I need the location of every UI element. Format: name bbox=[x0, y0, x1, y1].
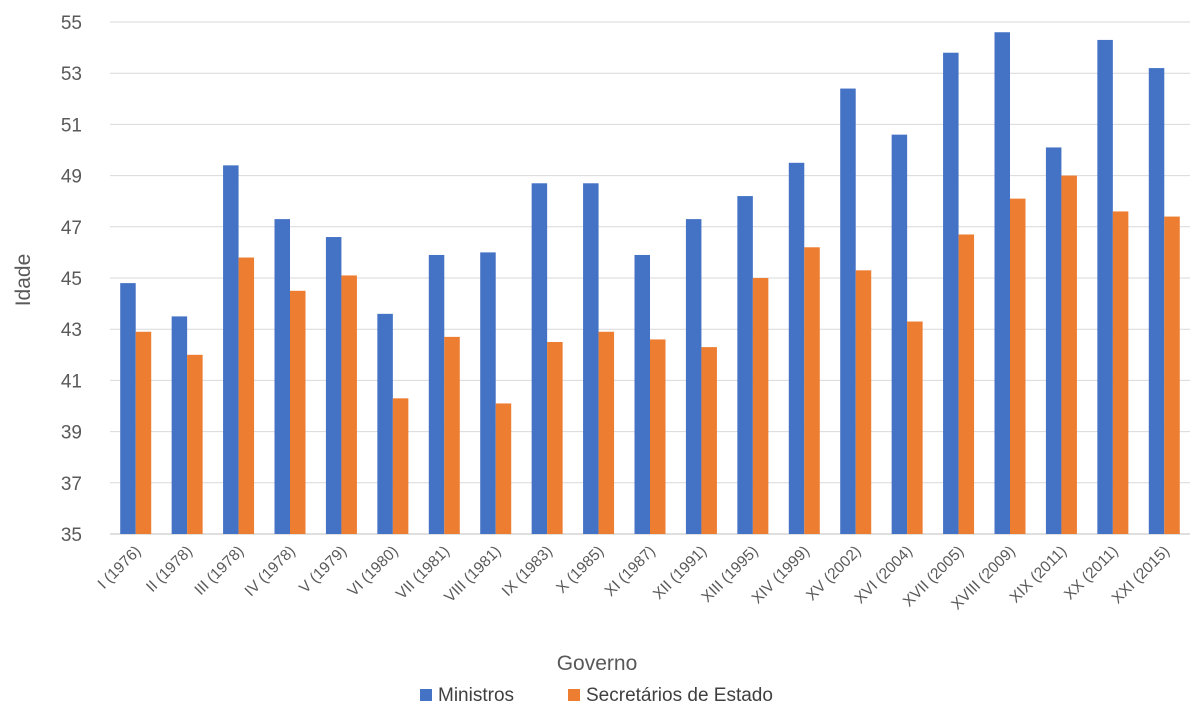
bar-ministros bbox=[840, 88, 856, 534]
bar-secretarios bbox=[804, 247, 820, 534]
bar-ministros bbox=[171, 316, 188, 534]
x-tick-label: IV (1978) bbox=[242, 543, 299, 600]
y-axis-ticks: 35 37 39 41 43 45 47 49 51 53 55 bbox=[61, 13, 82, 546]
bar-secretarios bbox=[187, 354, 203, 534]
y-tick-label: 37 bbox=[61, 474, 82, 495]
x-tick-label: X (1985) bbox=[553, 543, 607, 597]
bar-secretarios bbox=[1164, 216, 1180, 534]
bar-secretarios bbox=[392, 398, 409, 534]
bar-secretarios bbox=[495, 403, 512, 534]
bar-secretarios bbox=[444, 336, 460, 534]
y-tick-label: 49 bbox=[61, 167, 82, 188]
bar-ministros bbox=[994, 32, 1010, 535]
y-tick-label: 47 bbox=[61, 218, 82, 239]
bar-ministros bbox=[583, 183, 599, 534]
bar-ministros bbox=[1148, 68, 1165, 534]
bar-ministros bbox=[531, 183, 548, 534]
bars bbox=[120, 32, 1180, 535]
bar-secretarios bbox=[135, 331, 152, 534]
bar-secretarios bbox=[547, 342, 563, 534]
bar-secretarios bbox=[701, 347, 717, 534]
bar-ministros bbox=[120, 283, 136, 534]
y-tick-label: 35 bbox=[61, 525, 82, 546]
bar-secretarios bbox=[650, 339, 666, 534]
bar-secretarios bbox=[958, 234, 975, 535]
x-tick-label: VIII (1981) bbox=[441, 543, 504, 606]
bar-secretarios bbox=[752, 278, 769, 534]
bar-ministros bbox=[1097, 39, 1113, 535]
bar-secretarios bbox=[290, 290, 306, 534]
bar-ministros bbox=[428, 254, 445, 534]
bar-secretarios bbox=[1112, 211, 1129, 534]
y-tick-label: 53 bbox=[61, 64, 82, 85]
bar-secretarios bbox=[598, 331, 615, 534]
bar-ministros bbox=[480, 252, 496, 534]
legend-label-ministros: Ministros bbox=[438, 685, 514, 706]
x-tick-label: III (1978) bbox=[192, 543, 248, 599]
y-tick-label: 43 bbox=[61, 320, 82, 341]
bar-ministros bbox=[223, 165, 239, 535]
bar-ministros bbox=[1045, 147, 1062, 534]
bar-ministros bbox=[788, 162, 805, 535]
x-tick-label: I (1976) bbox=[95, 543, 145, 593]
bar-secretarios bbox=[1010, 198, 1026, 534]
x-tick-label: II (1978) bbox=[143, 543, 196, 596]
x-tick-label: IX (1983) bbox=[499, 543, 556, 600]
bar-secretarios bbox=[341, 275, 357, 534]
bar-ministros bbox=[891, 134, 908, 534]
y-axis-title: Idade bbox=[12, 254, 35, 307]
bar-ministros bbox=[634, 254, 650, 534]
legend-swatch-secretarios bbox=[568, 689, 580, 701]
x-axis-title: Governo bbox=[557, 652, 638, 675]
bar-ministros bbox=[943, 52, 959, 534]
y-tick-label: 51 bbox=[61, 115, 82, 136]
bar-ministros bbox=[377, 313, 393, 534]
y-tick-label: 55 bbox=[61, 13, 82, 34]
y-tick-label: 41 bbox=[61, 371, 82, 392]
bar-ministros bbox=[274, 219, 290, 534]
bar-ministros bbox=[737, 196, 753, 534]
bar-ministros bbox=[325, 237, 342, 535]
legend-label-secretarios: Secretários de Estado bbox=[586, 685, 773, 706]
y-tick-label: 39 bbox=[61, 423, 82, 444]
bar-secretarios bbox=[1061, 175, 1077, 534]
bar-secretarios bbox=[238, 257, 255, 534]
legend-swatch-ministros bbox=[420, 689, 432, 701]
y-tick-label: 45 bbox=[61, 269, 82, 290]
legend: Ministros Secretários de Estado bbox=[420, 685, 773, 706]
x-axis-ticks: I (1976)II (1978)III (1978)IV (1978)V (1… bbox=[95, 543, 1173, 614]
bar-secretarios bbox=[907, 321, 923, 534]
bar-ministros bbox=[685, 219, 702, 534]
x-tick-label: V (1979) bbox=[296, 543, 350, 597]
bar-secretarios bbox=[855, 270, 872, 534]
